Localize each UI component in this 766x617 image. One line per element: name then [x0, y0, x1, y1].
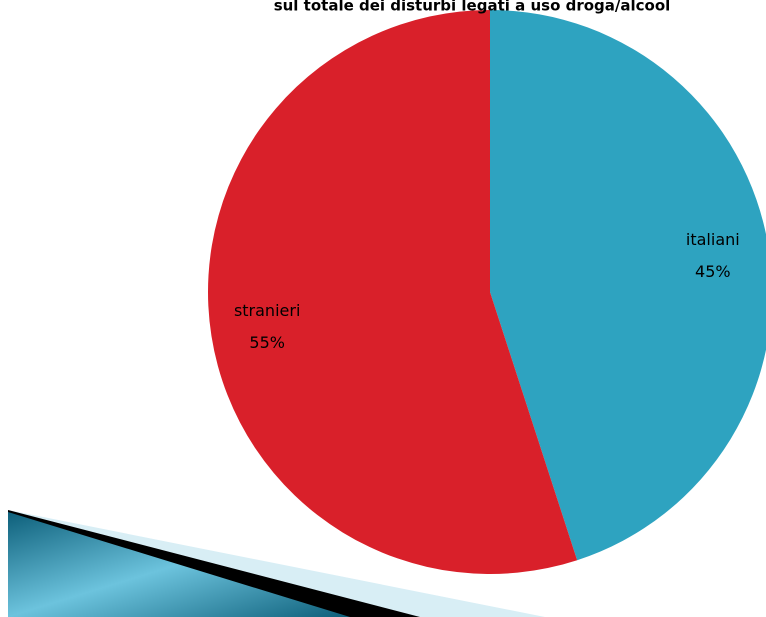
- pie-slice: [207, 10, 578, 574]
- value-label: 55%: [249, 333, 285, 352]
- decoration: [8, 510, 545, 617]
- slice-label: stranieri: [234, 301, 300, 320]
- pie: [207, 10, 766, 574]
- value-label: 45%: [695, 262, 731, 281]
- pie-slice: [490, 10, 766, 561]
- chart-title: sul totale dei disturbi legati a uso dro…: [274, 0, 671, 15]
- slice-label: italiani: [686, 230, 740, 249]
